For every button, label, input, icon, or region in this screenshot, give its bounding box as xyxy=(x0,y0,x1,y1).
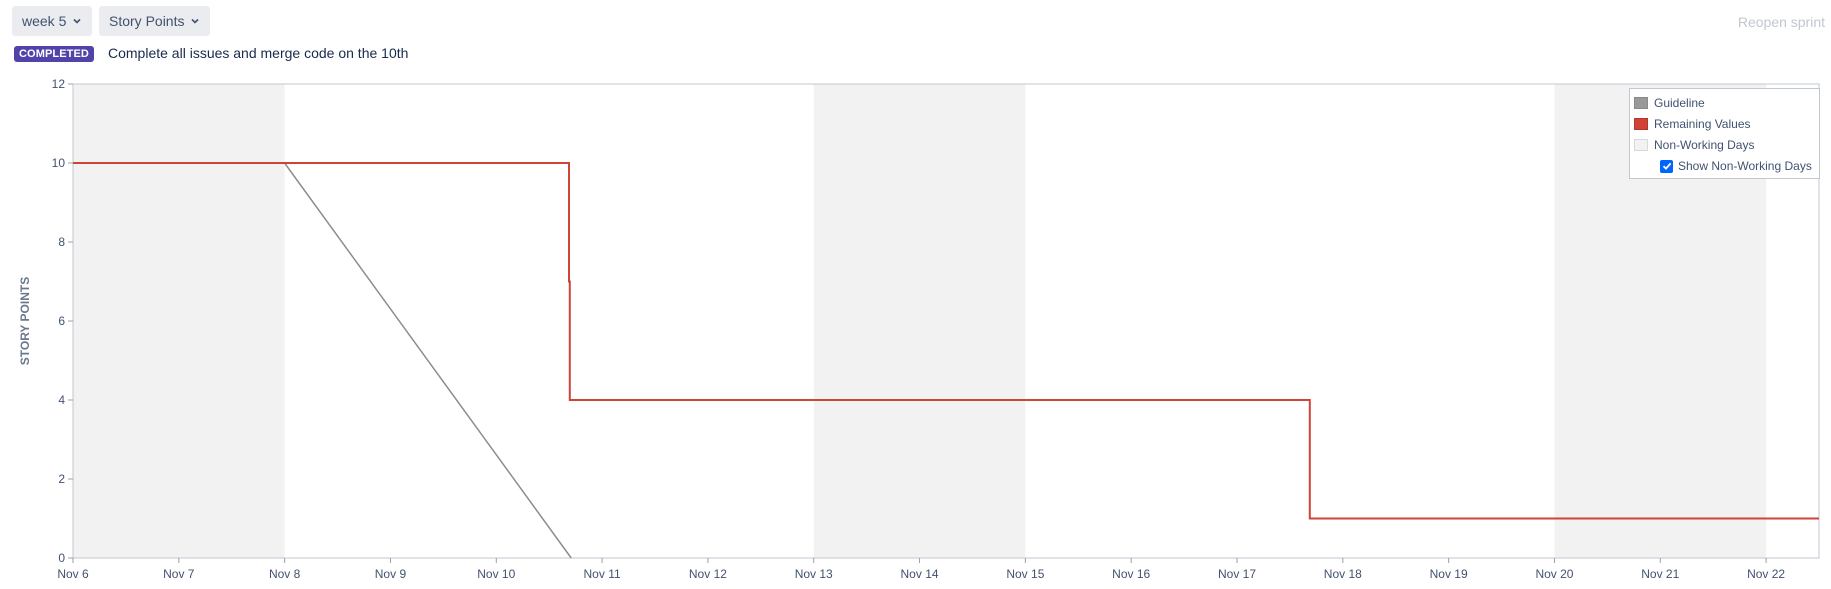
remaining-values-line xyxy=(73,162,1819,520)
x-tick-label: Nov 12 xyxy=(689,567,727,581)
x-tick-label: Nov 8 xyxy=(269,567,301,581)
non-working-band xyxy=(813,84,1026,558)
x-tick-label: Nov 10 xyxy=(477,567,515,581)
y-tick-label: 10 xyxy=(52,156,66,170)
x-tick-label: Nov 11 xyxy=(584,567,621,581)
x-tick-label: Nov 16 xyxy=(1112,567,1150,581)
y-tick-label: 2 xyxy=(58,472,65,486)
y-axis-title: STORY POINTS xyxy=(18,277,32,365)
legend-item-non-working[interactable]: Non-Working Days xyxy=(1634,137,1754,153)
x-tick-label: Nov 20 xyxy=(1535,567,1573,581)
show-non-working-toggle[interactable]: Show Non-Working Days xyxy=(1660,159,1812,173)
y-tick-label: 4 xyxy=(58,393,65,407)
x-tick-label: Nov 15 xyxy=(1006,567,1044,581)
legend-label-non-working: Non-Working Days xyxy=(1654,138,1755,152)
show-non-working-label: Show Non-Working Days xyxy=(1678,159,1812,173)
x-tick-label: Nov 19 xyxy=(1430,567,1468,581)
legend-label-guideline: Guideline xyxy=(1654,96,1705,110)
chart-legend: Guideline Remaining Values Non-Working D… xyxy=(1629,88,1820,179)
checkmark-icon xyxy=(1662,162,1671,170)
show-non-working-checkbox[interactable] xyxy=(1660,159,1673,173)
y-tick-label: 12 xyxy=(52,77,66,91)
x-tick-label: Nov 22 xyxy=(1747,567,1785,581)
chevron-down-icon xyxy=(73,18,81,24)
non-working-band xyxy=(73,84,285,558)
remaining-swatch xyxy=(1634,118,1648,130)
legend-item-guideline[interactable]: Guideline xyxy=(1634,95,1705,111)
metric-select-label: Story Points xyxy=(109,13,185,29)
sprint-select[interactable]: week 5 xyxy=(12,6,93,36)
x-tick-label: Nov 17 xyxy=(1218,567,1256,581)
sprint-goal: Complete all issues and merge code on th… xyxy=(108,45,409,61)
legend-item-remaining[interactable]: Remaining Values xyxy=(1634,116,1751,132)
non-working-swatch xyxy=(1634,139,1648,151)
y-tick-label: 8 xyxy=(58,235,65,249)
x-tick-label: Nov 14 xyxy=(901,567,939,581)
y-tick-label: 6 xyxy=(58,314,65,328)
legend-label-remaining: Remaining Values xyxy=(1654,117,1751,131)
guideline-swatch xyxy=(1634,97,1648,109)
x-tick-label: Nov 7 xyxy=(163,567,195,581)
x-tick-label: Nov 9 xyxy=(375,567,407,581)
sprint-select-label: week 5 xyxy=(22,13,67,29)
chevron-down-icon xyxy=(191,18,200,24)
x-tick-label: Nov 21 xyxy=(1641,567,1679,581)
metric-select[interactable]: Story Points xyxy=(99,6,211,36)
x-tick-label: Nov 18 xyxy=(1324,567,1362,581)
reopen-sprint-button[interactable]: Reopen sprint xyxy=(1737,14,1825,30)
status-badge: COMPLETED xyxy=(14,46,94,62)
y-tick-label: 0 xyxy=(58,551,65,565)
x-tick-label: Nov 6 xyxy=(57,567,89,581)
x-tick-label: Nov 13 xyxy=(795,567,833,581)
